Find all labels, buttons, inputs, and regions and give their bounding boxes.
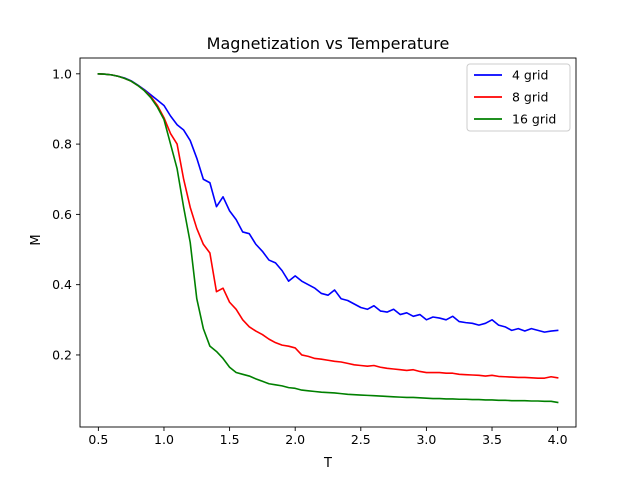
x-tick-label: 3.5 bbox=[482, 432, 502, 447]
y-tick-label: 0.4 bbox=[52, 277, 72, 292]
ticks-layer: 0.5 1.0 1.5 2.0 2.5 3.0 3.5 4.0 0.2 0.4 0.6 0.8 1.0 bbox=[52, 66, 568, 447]
x-tick-label: 2.5 bbox=[351, 432, 371, 447]
legend-label: 4 grid bbox=[512, 68, 548, 83]
legend: 4 grid 8 grid 16 grid bbox=[466, 63, 571, 132]
x-tick-label: 3.0 bbox=[416, 432, 436, 447]
series-line-16-grid bbox=[97, 72, 559, 404]
legend-label: 8 grid bbox=[512, 90, 548, 105]
series-layer bbox=[97, 72, 559, 404]
chart-title: Magnetization vs Temperature bbox=[207, 34, 450, 53]
y-tick-label: 1.0 bbox=[52, 66, 72, 81]
series-line-4-grid bbox=[97, 72, 559, 333]
y-tick-label: 0.6 bbox=[52, 207, 72, 222]
x-tick-label: 0.5 bbox=[88, 432, 108, 447]
axes-frame bbox=[79, 57, 577, 428]
series-line-8-grid bbox=[97, 72, 559, 379]
legend-box bbox=[466, 63, 571, 132]
legend-label: 16 grid bbox=[512, 112, 556, 127]
x-tick-label: 1.5 bbox=[220, 432, 240, 447]
axes-border bbox=[79, 57, 577, 428]
x-tick-label: 2.0 bbox=[285, 432, 305, 447]
x-axis-label: T bbox=[323, 456, 332, 471]
y-axis-label: M bbox=[29, 234, 44, 245]
x-tick-label: 1.0 bbox=[154, 432, 174, 447]
y-tick-label: 0.8 bbox=[52, 137, 72, 152]
x-tick-label: 4.0 bbox=[548, 432, 568, 447]
y-tick-label: 0.2 bbox=[52, 347, 72, 362]
